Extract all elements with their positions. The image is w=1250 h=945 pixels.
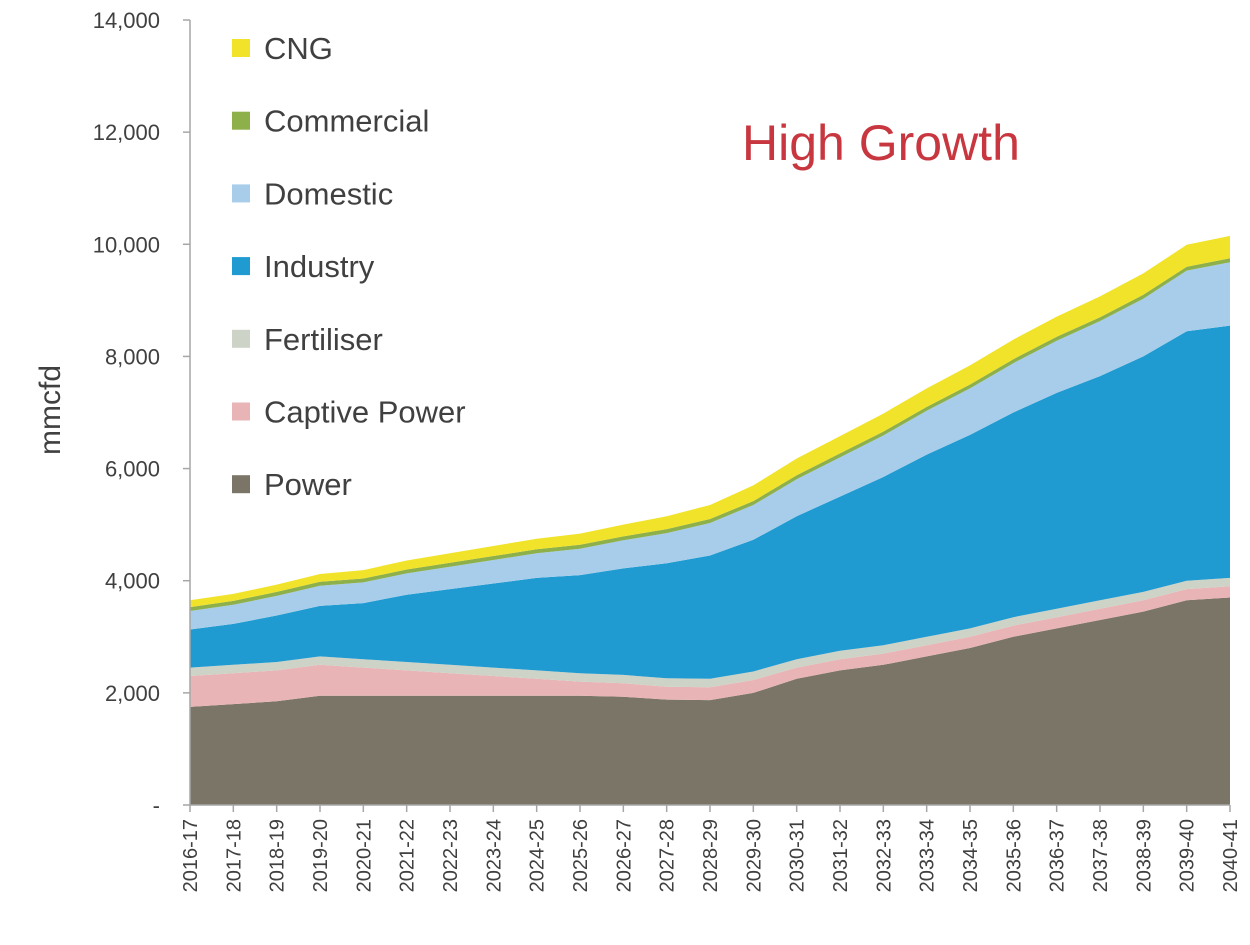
legend-item-fertiliser: Fertiliser xyxy=(232,322,383,357)
legend-swatch xyxy=(232,475,250,494)
x-tick-label: 2027-28 xyxy=(657,819,679,892)
legend-item-cng: CNG xyxy=(232,31,333,66)
x-tick-label: 2040-41 xyxy=(1220,819,1242,892)
area-series-industry xyxy=(190,325,1230,679)
legend-swatch xyxy=(232,111,250,130)
x-tick-label: 2038-39 xyxy=(1133,819,1155,892)
y-tick-label: 4,000 xyxy=(105,569,160,594)
legend-swatch xyxy=(232,257,250,276)
legend-swatch xyxy=(232,184,250,203)
x-tick-label: 2024-25 xyxy=(527,819,549,892)
legend-item-captive-power: Captive Power xyxy=(232,395,466,430)
x-tick-label: 2039-40 xyxy=(1177,819,1199,892)
legend-label: Power xyxy=(264,467,352,502)
x-tick-label: 2016-17 xyxy=(180,819,202,892)
legend-label: Industry xyxy=(264,249,375,284)
y-tick-label: 2,000 xyxy=(105,681,160,706)
area-series-power xyxy=(190,597,1230,805)
x-tick-label: 2030-31 xyxy=(787,819,809,892)
x-tick-label: 2023-24 xyxy=(483,819,505,892)
x-tick-label: 2026-27 xyxy=(613,819,635,892)
legend-label: Domestic xyxy=(264,176,393,211)
y-tick-label: 10,000 xyxy=(93,232,160,257)
legend-label: Commercial xyxy=(264,104,429,139)
y-tick-label: 14,000 xyxy=(93,8,160,33)
x-tick-label: 2035-36 xyxy=(1003,819,1025,892)
y-tick-label: - xyxy=(153,793,160,818)
x-tick-label: 2029-30 xyxy=(743,819,765,892)
x-tick-label: 2033-34 xyxy=(917,819,939,892)
legend-item-industry: Industry xyxy=(232,249,375,284)
legend-item-commercial: Commercial xyxy=(232,104,429,139)
area-series-captive-power xyxy=(190,586,1230,707)
y-tick-label: 12,000 xyxy=(93,120,160,145)
x-tick-label: 2021-22 xyxy=(397,819,419,892)
x-tick-label: 2028-29 xyxy=(700,819,722,892)
axes-layer: - 2,000 4,000 6,000 8,000 10,000 12,000 14,000 2… xyxy=(93,8,1242,892)
legend-item-power: Power xyxy=(232,467,352,502)
x-tick-label: 2031-32 xyxy=(830,819,852,892)
x-tick-label: 2032-33 xyxy=(873,819,895,892)
x-tick-label: 2018-19 xyxy=(267,819,289,892)
legend: CNG Commercial Domestic Industry Fertiliser C… xyxy=(232,31,466,502)
legend-swatch xyxy=(232,402,250,421)
legend-label: CNG xyxy=(264,31,333,66)
x-tick-label: 2037-38 xyxy=(1090,819,1112,892)
y-tick-label: 6,000 xyxy=(105,457,160,482)
y-tick-label: 8,000 xyxy=(105,344,160,369)
chart-title: High Growth xyxy=(742,115,1020,171)
x-tick-label: 2036-37 xyxy=(1047,819,1069,892)
area-series-domestic xyxy=(190,262,1230,630)
x-tick-label: 2019-20 xyxy=(310,819,332,892)
legend-label: Captive Power xyxy=(264,395,466,430)
x-tick-label: 2017-18 xyxy=(223,819,245,892)
legend-swatch xyxy=(232,39,250,57)
legend-swatch xyxy=(232,329,250,348)
x-tick-label: 2025-26 xyxy=(570,819,592,892)
x-tick-label: 2034-35 xyxy=(960,819,982,892)
areas-layer xyxy=(190,235,1230,805)
legend-label: Fertiliser xyxy=(264,322,383,357)
legend-item-domestic: Domestic xyxy=(232,176,393,211)
x-tick-label: 2020-21 xyxy=(353,819,375,892)
y-axis-title: mmcfd xyxy=(34,365,67,455)
x-tick-label: 2022-23 xyxy=(440,819,462,892)
